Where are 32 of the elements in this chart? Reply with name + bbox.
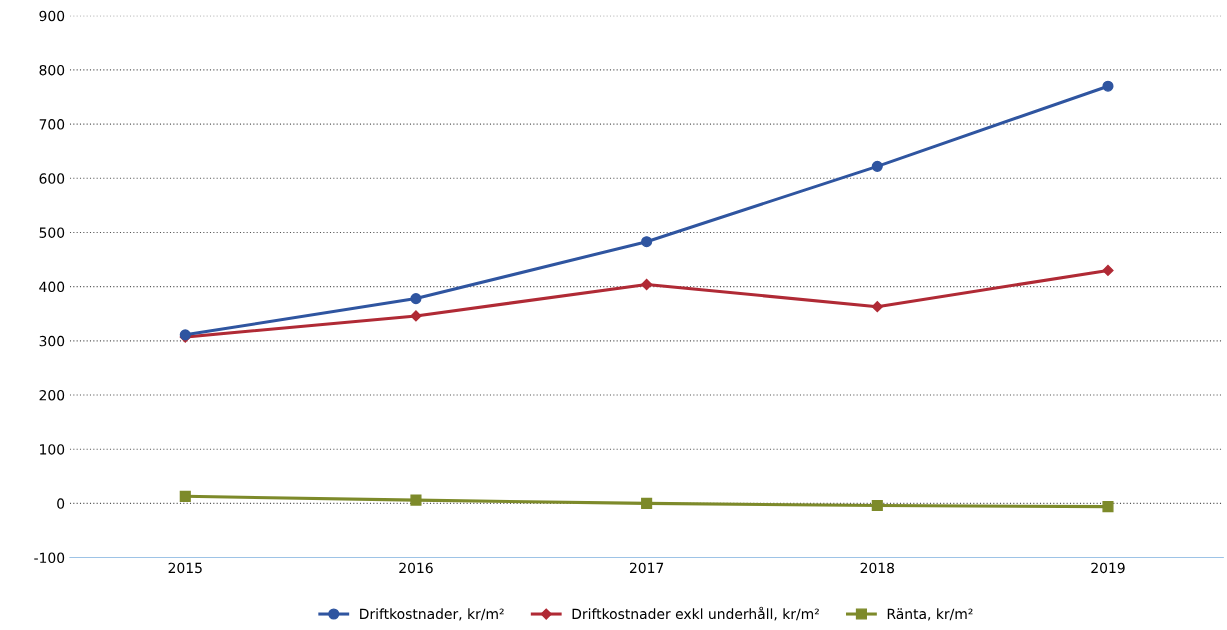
x-tick-label: 2017 xyxy=(629,562,664,574)
y-tick-label: 800 xyxy=(39,64,65,76)
x-tick-label: 2016 xyxy=(399,562,433,574)
y-tick-label: 900 xyxy=(39,10,65,22)
x-tick-label: 2015 xyxy=(168,562,202,574)
y-tick-label: 300 xyxy=(39,335,65,347)
y-tick-label: 200 xyxy=(39,389,65,401)
y-tick-label: 400 xyxy=(39,281,65,293)
y-tick-label: 500 xyxy=(39,227,65,238)
y-tick-label: 700 xyxy=(39,119,65,130)
legend-label: Ränta, kr/m² xyxy=(887,608,973,621)
point xyxy=(871,301,883,313)
legend-label: Driftkostnader, kr/m² xyxy=(360,608,504,621)
x-tick-label: 2018 xyxy=(860,562,895,574)
point xyxy=(1102,80,1114,92)
point xyxy=(641,497,653,509)
point xyxy=(1102,264,1114,277)
point xyxy=(179,490,191,502)
x-tick-label: 2019 xyxy=(1091,562,1125,574)
y-tick-label: 600 xyxy=(39,173,65,184)
point xyxy=(641,236,653,248)
point xyxy=(410,293,422,305)
legend-label: Driftkostnader exkl underhåll, kr/m² xyxy=(572,606,819,621)
point xyxy=(410,494,422,506)
y-tick-label: 0 xyxy=(57,498,65,509)
y-tick-label: -100 xyxy=(34,552,65,564)
point xyxy=(1102,501,1114,513)
y-tick-label: 100 xyxy=(40,444,65,455)
point xyxy=(871,160,883,172)
point xyxy=(871,499,883,512)
point xyxy=(641,278,653,291)
point xyxy=(410,310,422,322)
